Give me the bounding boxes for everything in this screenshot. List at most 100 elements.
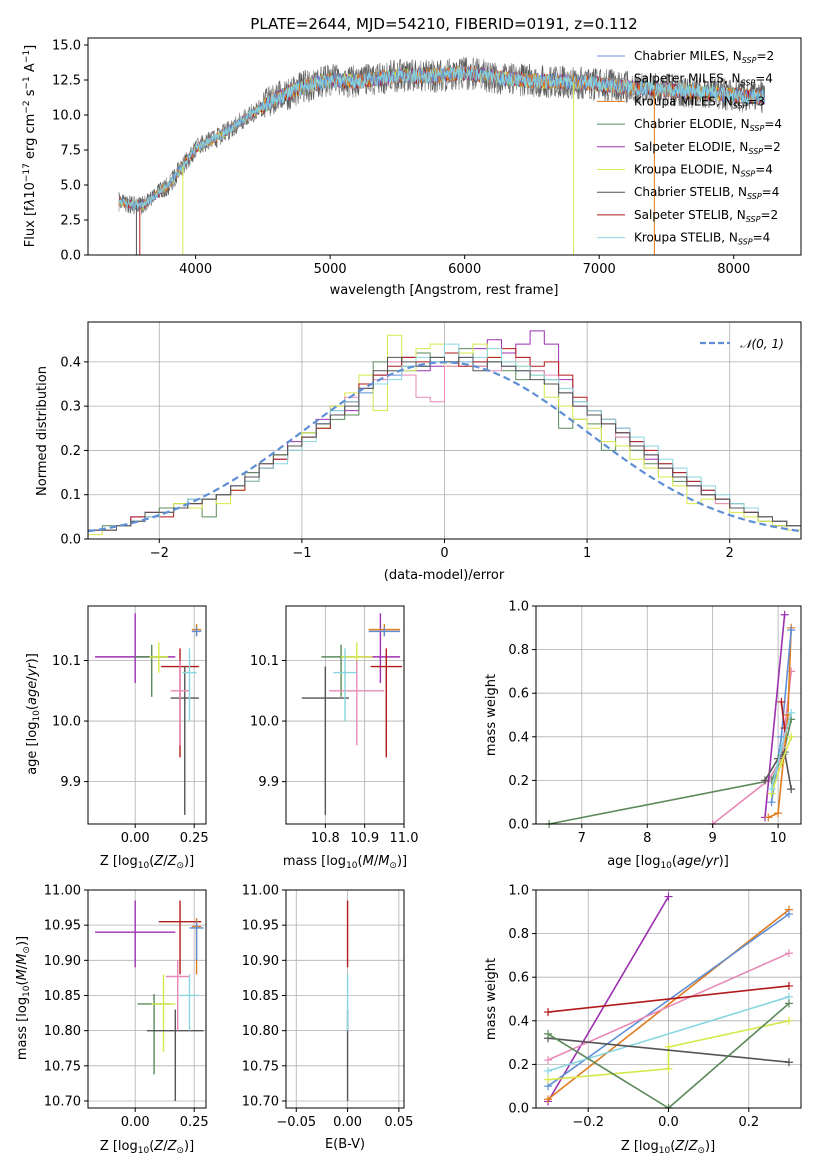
x-tick-label: −2 (150, 546, 169, 561)
y-tick-label: 0.2 (60, 444, 81, 459)
mass-vs-extinction-panel: −0.05 0.00 0.05 10.70 10.75 10.80 10.85 10.90 10… (242, 884, 414, 1153)
x-tick-label: 6000 (448, 262, 481, 277)
weight-marker (777, 743, 786, 752)
x-tick-label: 0.2 (738, 1115, 759, 1130)
weight-marker (787, 625, 796, 634)
x-tick-label: 10 (770, 831, 787, 846)
x-axis-label: Z [log10(Z/Z⊙)] (100, 1139, 194, 1156)
legend-label: Salpeter MILES, NSSP=4 (634, 72, 773, 88)
weight-marker (767, 798, 776, 807)
weight-marker (544, 1056, 553, 1065)
x-tick-label: 4000 (179, 262, 212, 277)
x-tick-label: 1 (583, 546, 591, 561)
y-axis-label: mass weight (484, 674, 499, 756)
y-tick-label: 10.1 (250, 654, 279, 669)
weight-marker (777, 758, 786, 767)
x-axis-label: Z [log10(Z/Z⊙)] (100, 854, 194, 871)
y-tick-label: 0.4 (508, 1014, 529, 1029)
legend-label: Kroupa MILES, NSSP=3 (634, 94, 765, 110)
x-axis-label: (data-model)/error (384, 568, 505, 583)
y-tick-label: 0.2 (508, 774, 529, 789)
y-tick-label: 11.00 (44, 884, 81, 899)
legend-label: Chabrier STELIB, NSSP=4 (634, 185, 779, 201)
y-tick-label: 12.5 (52, 74, 81, 89)
y-tick-label: 0.2 (508, 1058, 529, 1073)
weight-marker (784, 1016, 793, 1025)
y-tick-label: 0.0 (60, 533, 81, 548)
weight-marker (664, 1064, 673, 1073)
x-tick-label: 11.0 (390, 831, 419, 846)
x-tick-label: 10.8 (311, 831, 340, 846)
x-tick-label: 8000 (717, 262, 750, 277)
y-tick-label: 10.85 (242, 989, 279, 1004)
y-tick-label: 1.0 (508, 600, 529, 615)
weight-marker (664, 892, 673, 901)
y-tick-label: 10.95 (44, 919, 81, 934)
weight-marker (787, 732, 796, 741)
y-tick-label: 0.6 (508, 687, 529, 702)
age-vs-mass-panel: 10.8 10.9 11.0 9.9 10.0 10.1 mass [log10(M/M⊙… (250, 605, 419, 871)
x-tick-label: 0.00 (121, 1115, 150, 1130)
x-tick-label: 0.05 (384, 1115, 413, 1130)
x-tick-label: 0 (440, 546, 448, 561)
y-tick-label: 0.8 (508, 643, 529, 658)
y-tick-label: 0.4 (508, 730, 529, 745)
x-tick-label: 10.9 (350, 831, 379, 846)
y-tick-label: 10.70 (242, 1094, 279, 1109)
y-axis-label: Normed distribution (35, 366, 50, 496)
x-tick-label: 7000 (583, 262, 616, 277)
age-vs-metallicity-panel: 0.00 0.25 9.9 10.0 10.1 Z [log10(Z/Z⊙)] age … (25, 605, 209, 871)
x-tick-label: −0.2 (572, 1115, 604, 1130)
x-tick-label: 8 (643, 831, 651, 846)
plot-frame (87, 889, 207, 1109)
weight-line-5 (547, 985, 790, 1013)
y-tick-label: 10.80 (44, 1024, 81, 1039)
y-axis-label: Flux [fλ10−17 erg cm−2 s−1 A−1] (22, 45, 38, 247)
weight-line-1 (547, 896, 670, 1102)
weight-marker (544, 1066, 553, 1075)
y-tick-label: 7.5 (60, 144, 81, 159)
weight-line-7 (547, 1020, 790, 1081)
y-tick-label: 11.00 (242, 884, 279, 899)
y-tick-label: 0.1 (60, 488, 81, 503)
y-tick-label: 10.70 (44, 1094, 81, 1109)
y-tick-label: 0.0 (508, 1102, 529, 1117)
spectrum-line-9 (118, 65, 766, 210)
y-tick-label: 10.0 (52, 109, 81, 124)
weight-marker (784, 909, 793, 918)
legend-label: Salpeter STELIB, NSSP=2 (634, 208, 778, 224)
x-tick-label: 5000 (314, 262, 347, 277)
plot-frame (285, 889, 405, 1109)
weight-line-7 (764, 750, 792, 790)
x-tick-label: −1 (292, 546, 311, 561)
y-axis-label: mass weight (484, 958, 499, 1040)
x-tick-label: 2 (726, 546, 734, 561)
y-tick-label: 0.0 (60, 249, 81, 264)
y-tick-label: 5.0 (60, 179, 81, 194)
y-tick-label: 10.0 (52, 715, 81, 730)
weight-line-4 (767, 627, 792, 819)
y-tick-label: 15.0 (52, 39, 81, 54)
x-tick-label: 0.00 (121, 831, 150, 846)
plot-frame (87, 605, 207, 825)
plot-frame (285, 605, 405, 825)
legend-label: Kroupa ELODIE, NSSP=4 (634, 163, 773, 179)
weight-vs-metallicity-panel: −0.2 0.0 0.2 0.0 0.2 0.4 0.6 0.8 1.0 Z [log10(Z/… (484, 884, 802, 1156)
weight-marker (787, 785, 796, 794)
weight-marker (780, 610, 789, 619)
weight-marker (777, 697, 786, 706)
y-tick-label: 0.0 (508, 818, 529, 833)
y-tick-label: 1.0 (508, 884, 529, 899)
x-tick-label: 0.25 (180, 1115, 209, 1130)
weight-marker (784, 949, 793, 958)
legend-label: Kroupa STELIB, NSSP=4 (634, 231, 770, 247)
y-tick-label: 10.90 (44, 954, 81, 969)
y-tick-label: 10.75 (44, 1059, 81, 1074)
weight-marker (764, 813, 773, 822)
gaussian-reference-line (87, 361, 802, 533)
weight-vs-age-panel: 7 8 9 10 0.0 0.2 0.4 0.6 0.8 1.0 age [log10(age/y… (484, 600, 802, 871)
spectrum-line-1 (118, 65, 766, 210)
x-axis-label: age [log10(age/yr)] (607, 854, 729, 871)
weight-line-3 (547, 913, 790, 1087)
weight-marker (544, 1008, 553, 1017)
